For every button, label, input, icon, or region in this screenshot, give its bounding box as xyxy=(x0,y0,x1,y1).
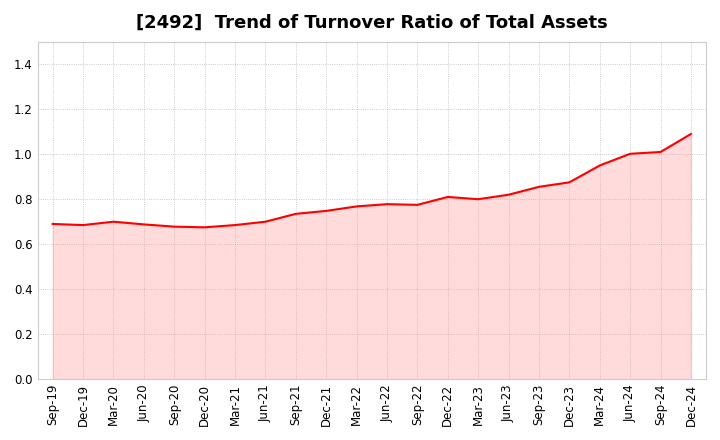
Title: [2492]  Trend of Turnover Ratio of Total Assets: [2492] Trend of Turnover Ratio of Total … xyxy=(136,14,608,32)
